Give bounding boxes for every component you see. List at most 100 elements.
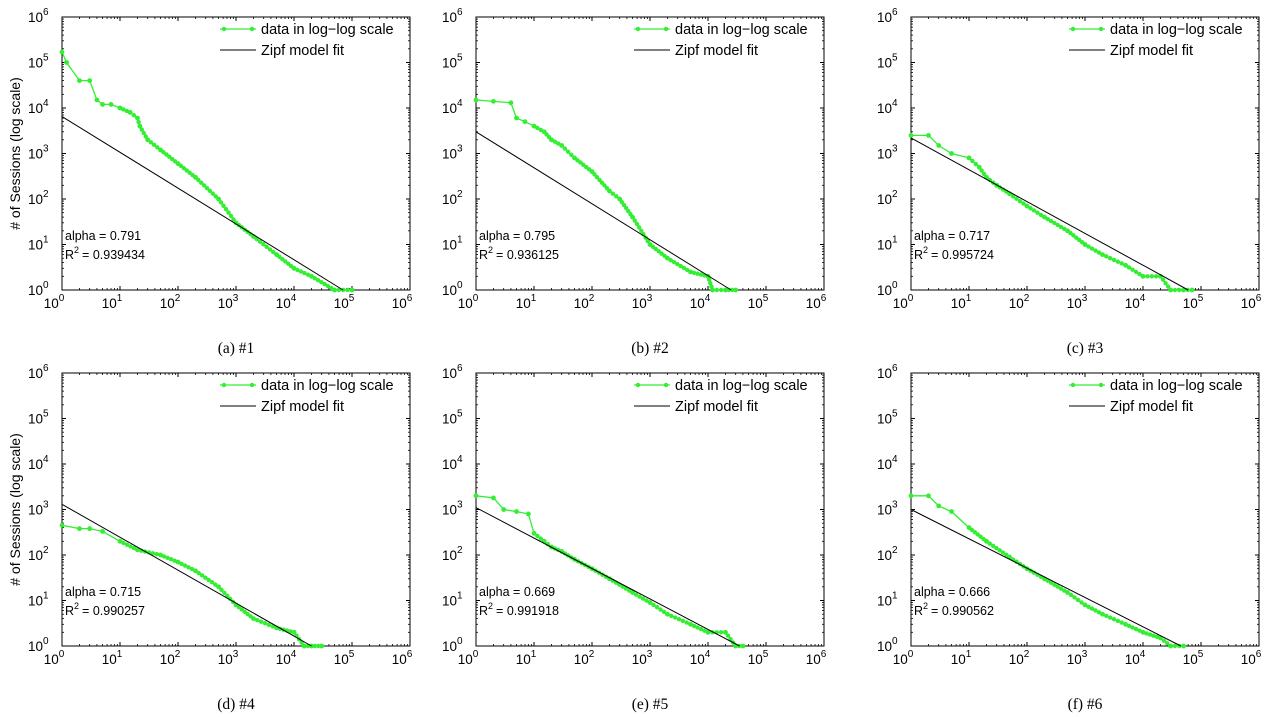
x-tick-exponent: 4 xyxy=(291,293,297,304)
x-tick-label: 105 xyxy=(334,293,355,311)
data-point xyxy=(508,100,514,106)
x-tick-base: 10 xyxy=(893,296,908,311)
y-tick-label: 104 xyxy=(28,98,49,116)
x-tick-exponent: 1 xyxy=(531,293,537,304)
y-tick-label: 103 xyxy=(877,144,898,162)
y-tick-base: 10 xyxy=(28,594,43,609)
alpha-annotation: alpha = 0.791 xyxy=(65,229,141,243)
data-marker xyxy=(1096,610,1102,615)
r2-symbol: R xyxy=(914,248,923,262)
data-marker xyxy=(665,611,670,617)
data-marker xyxy=(196,177,201,183)
subplot-2: 100 101 102 103 104 105 1061001011021031041051… xyxy=(442,7,827,357)
y-tick-exponent: 2 xyxy=(457,545,463,556)
data-marker xyxy=(302,270,307,276)
data-marker xyxy=(1017,198,1023,204)
data-marker xyxy=(675,261,680,267)
data-marker xyxy=(661,609,667,615)
x-tick-exponent: 0 xyxy=(59,649,65,660)
data-marker xyxy=(1163,280,1168,286)
data-marker xyxy=(216,196,221,202)
y-tick-exponent: 0 xyxy=(43,280,49,291)
y-tick-label: 106 xyxy=(877,7,898,25)
data-marker xyxy=(270,624,275,629)
data-marker xyxy=(1165,641,1170,646)
y-tick-exponent: 1 xyxy=(892,591,898,602)
data-marker xyxy=(1075,597,1081,603)
y-tick-base: 10 xyxy=(442,594,457,609)
data-marker xyxy=(538,127,544,133)
x-tick-base: 10 xyxy=(1183,296,1198,311)
r2-annotation: R2 = 0.939434 xyxy=(65,245,145,262)
subplot-caption: (a) #1 xyxy=(218,340,255,357)
data-marker xyxy=(1133,269,1139,275)
data-marker xyxy=(1161,638,1167,643)
x-tick-base: 10 xyxy=(690,296,705,311)
x-tick-label: 100 xyxy=(458,293,479,311)
subplot-caption: (b) #2 xyxy=(631,340,668,357)
data-marker xyxy=(994,545,999,551)
x-tick-base: 10 xyxy=(160,652,175,667)
x-tick-exponent: 0 xyxy=(473,293,479,304)
r2-superscript: 2 xyxy=(488,601,493,611)
data-marker xyxy=(136,119,141,125)
data-marker xyxy=(1038,212,1044,218)
data-marker xyxy=(1021,201,1026,206)
x-tick-base: 10 xyxy=(160,296,175,311)
data-marker xyxy=(261,242,266,247)
x-tick-label: 103 xyxy=(218,649,239,667)
subplot-caption: (f) #6 xyxy=(1068,696,1103,713)
y-tick-label: 101 xyxy=(442,591,463,609)
x-tick-base: 10 xyxy=(748,652,763,667)
legend-data-marker xyxy=(663,26,669,32)
y-tick-base: 10 xyxy=(877,238,892,253)
x-tick-label: 105 xyxy=(1183,293,1204,311)
data-marker xyxy=(678,263,683,269)
legend-data-marker xyxy=(249,382,255,388)
x-tick-label: 102 xyxy=(1009,293,1030,311)
data-point xyxy=(908,132,914,138)
y-tick-base: 10 xyxy=(28,503,43,518)
y-tick-label: 103 xyxy=(877,500,898,518)
data-marker xyxy=(1151,633,1156,638)
data-marker xyxy=(1115,618,1121,624)
y-tick-base: 10 xyxy=(442,412,457,427)
y-tick-label: 104 xyxy=(442,98,463,116)
y-tick-label: 102 xyxy=(28,545,49,563)
data-marker xyxy=(538,536,544,541)
data-marker xyxy=(193,568,198,573)
x-tick-exponent: 1 xyxy=(966,649,972,660)
x-tick-base: 10 xyxy=(1009,296,1024,311)
x-tick-exponent: 2 xyxy=(175,293,181,304)
y-tick-exponent: 2 xyxy=(892,545,898,556)
data-marker xyxy=(710,287,715,293)
y-tick-label: 106 xyxy=(28,7,49,25)
x-tick-exponent: 0 xyxy=(473,649,479,660)
subplot-6: 100 101 102 103 104 105 1061001011021031041051… xyxy=(877,363,1262,713)
x-tick-base: 10 xyxy=(632,296,647,311)
legend-data-label: data in log−log scale xyxy=(261,22,394,38)
data-marker xyxy=(1168,287,1173,293)
x-tick-exponent: 4 xyxy=(705,293,711,304)
data-marker xyxy=(1140,630,1146,635)
x-tick-base: 10 xyxy=(1125,652,1140,667)
data-marker xyxy=(1181,287,1186,293)
y-tick-base: 10 xyxy=(442,56,457,71)
data-marker xyxy=(124,108,130,114)
y-tick-label: 105 xyxy=(877,409,898,427)
x-tick-base: 10 xyxy=(632,652,647,667)
x-tick-exponent: 4 xyxy=(291,649,297,660)
legend-data-label: data in log−log scale xyxy=(675,378,808,394)
legend-data-marker xyxy=(1070,26,1076,32)
y-tick-label: 106 xyxy=(28,363,49,381)
y-tick-label: 104 xyxy=(28,454,49,472)
data-point xyxy=(525,511,531,517)
x-tick-exponent: 3 xyxy=(233,649,239,660)
x-tick-label: 102 xyxy=(1009,649,1030,667)
y-tick-label: 100 xyxy=(28,280,49,298)
data-marker xyxy=(151,142,157,148)
y-tick-label: 104 xyxy=(877,98,898,116)
r2-value: = 0.936125 xyxy=(496,248,559,262)
data-marker xyxy=(634,221,640,227)
r2-annotation: R2 = 0.990562 xyxy=(914,601,994,618)
